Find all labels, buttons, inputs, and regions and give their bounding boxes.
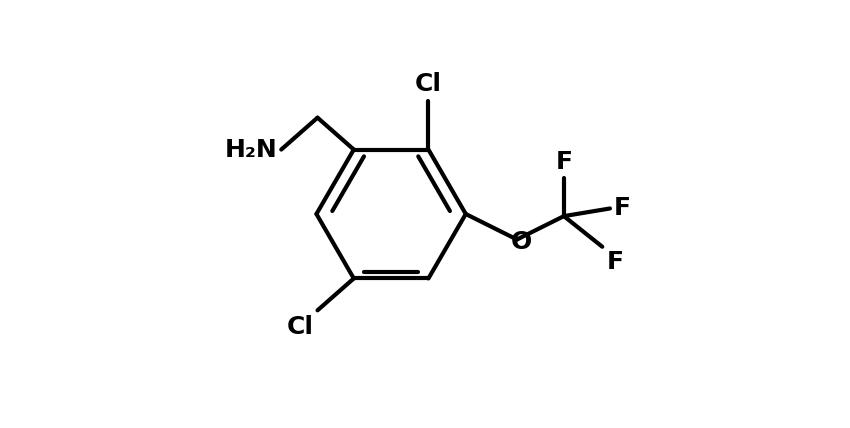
Text: F: F: [615, 196, 632, 220]
Text: H₂N: H₂N: [224, 137, 277, 161]
Text: F: F: [607, 250, 624, 274]
Text: F: F: [555, 151, 572, 175]
Text: Cl: Cl: [415, 72, 442, 96]
Text: Cl: Cl: [286, 315, 314, 339]
Text: O: O: [511, 230, 532, 254]
